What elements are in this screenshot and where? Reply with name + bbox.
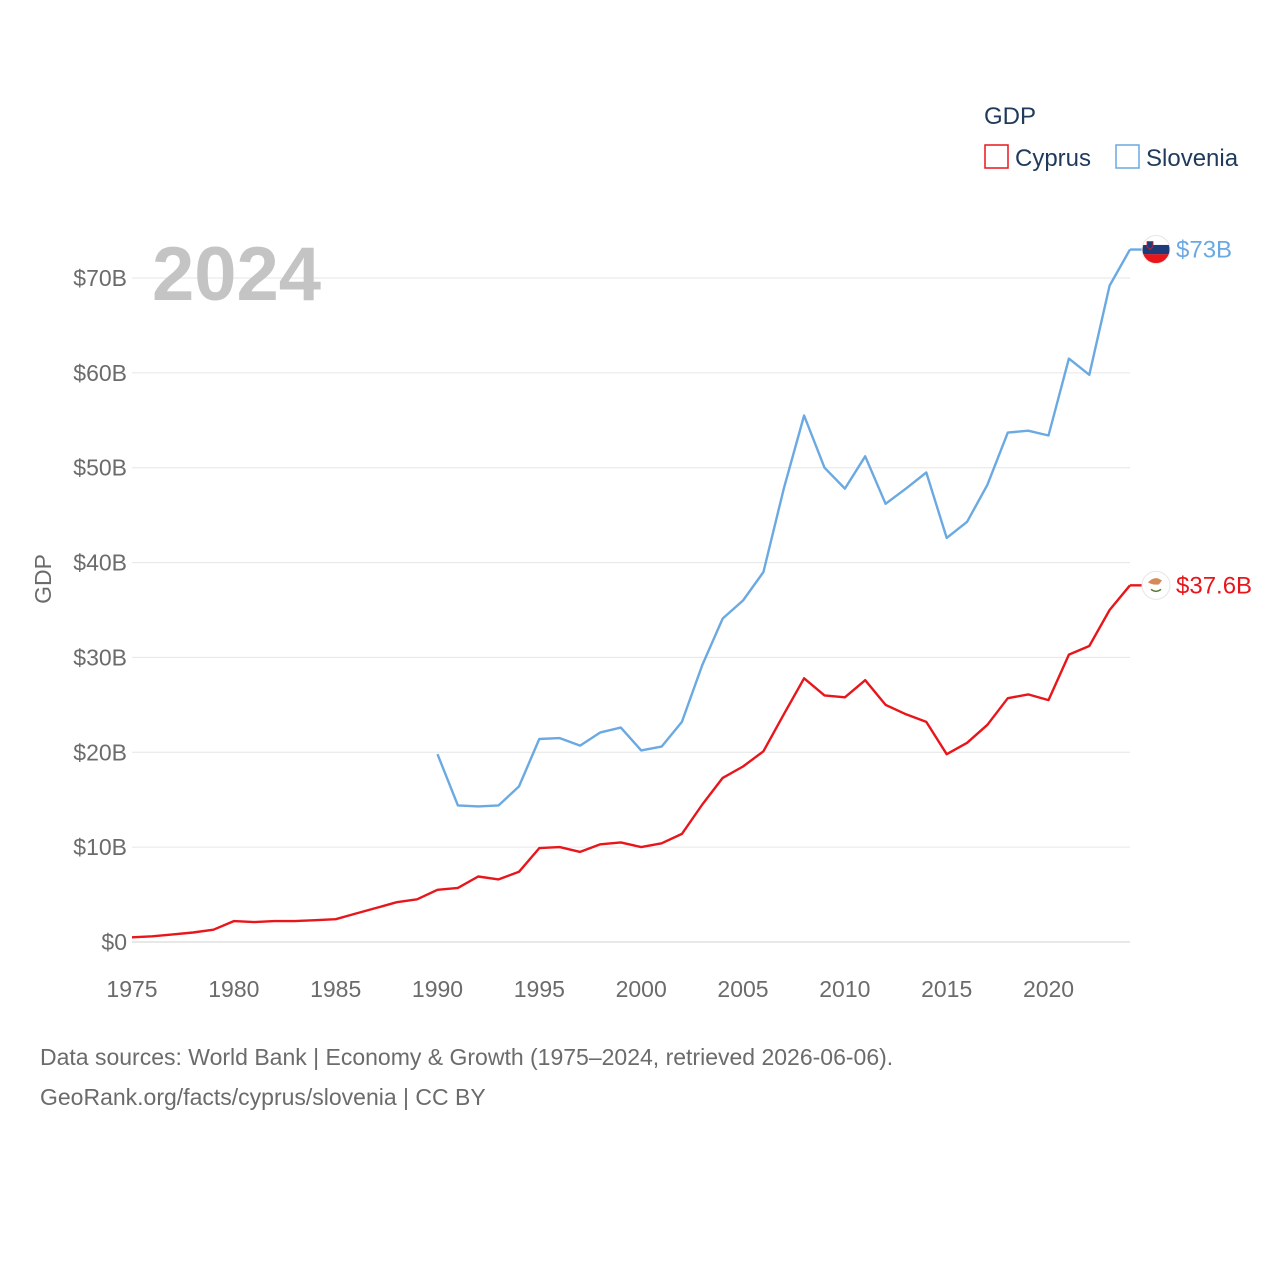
x-tick-label: 2020 [1023, 976, 1074, 1002]
legend-title: GDP [984, 103, 1036, 130]
source-link[interactable]: GeoRank.org/facts/cyprus/slovenia | CC B… [40, 1084, 486, 1110]
legend-swatch-slovenia [1115, 144, 1140, 169]
end-markers: $37.6B $73B [1130, 235, 1252, 600]
slovenia-flag-icon [1141, 235, 1171, 265]
y-axis: $0 $10B $20B $30B $40B $50B $60B $70B [73, 265, 127, 955]
end-label-slovenia: $73B [1176, 237, 1232, 264]
x-tick-label: 1990 [412, 976, 463, 1002]
y-tick-label: $30B [73, 644, 127, 670]
x-axis: 1975 1980 1985 1990 1995 2000 2005 2010 2015 2020 [106, 976, 1074, 1002]
legend-label-cyprus: Cyprus [1015, 145, 1091, 172]
x-tick-label: 2000 [616, 976, 667, 1002]
series-line-slovenia[interactable] [436, 248, 1132, 808]
y-tick-label: $0 [101, 929, 127, 955]
cyprus-flag-icon [1141, 570, 1171, 600]
y-tick-label: $40B [73, 550, 127, 576]
x-tick-label: 2015 [921, 976, 972, 1002]
legend-item-cyprus[interactable]: Cyprus [984, 144, 1091, 172]
y-tick-label: $50B [73, 455, 127, 481]
x-tick-label: 1995 [514, 976, 565, 1002]
x-tick-label: 1975 [106, 976, 157, 1002]
legend-item-slovenia[interactable]: Slovenia [1115, 144, 1239, 172]
legend-label-slovenia: Slovenia [1146, 145, 1239, 172]
x-tick-label: 1985 [310, 976, 361, 1002]
x-tick-label: 1980 [208, 976, 259, 1002]
x-tick-label: 2010 [819, 976, 870, 1002]
legend-swatch-cyprus [984, 144, 1009, 169]
series-line-cyprus[interactable] [131, 584, 1131, 939]
y-tick-label: $20B [73, 739, 127, 765]
y-tick-label: $10B [73, 834, 127, 860]
grid-lines [132, 277, 1130, 943]
end-label-cyprus: $37.6B [1176, 572, 1252, 599]
source-attribution: Data sources: World Bank | Economy & Gro… [40, 1044, 894, 1070]
y-tick-label: $60B [73, 360, 127, 386]
y-axis-title: GDP [30, 554, 56, 604]
series-lines [131, 248, 1132, 939]
x-tick-label: 2005 [717, 976, 768, 1002]
year-label: 2024 [152, 232, 321, 317]
legend: GDP Cyprus Slovenia [984, 103, 1239, 172]
y-tick-label: $70B [73, 265, 127, 291]
